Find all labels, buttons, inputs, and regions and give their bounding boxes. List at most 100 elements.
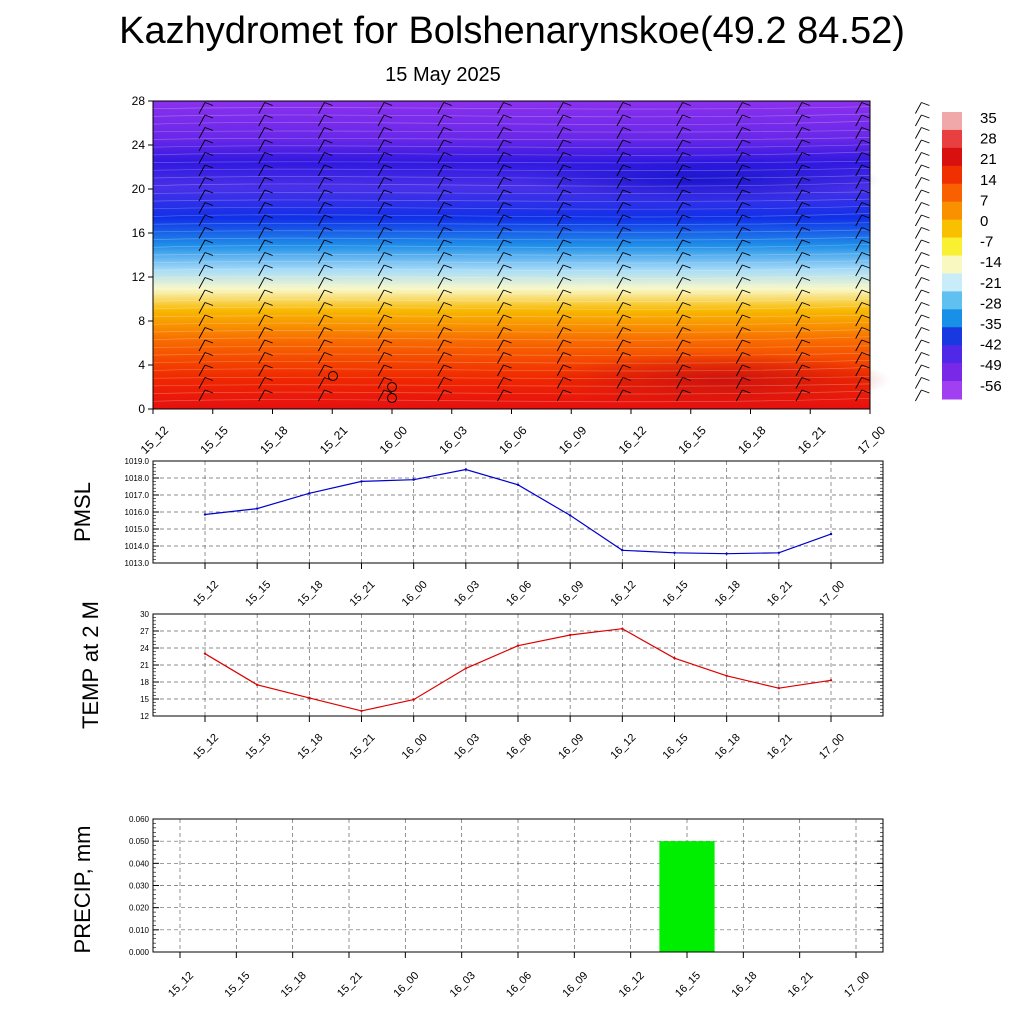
contour-line [152, 367, 871, 372]
x-tick-label: 16_18 [735, 423, 769, 457]
colorbar-swatch [942, 309, 962, 328]
y-tick-label: 24 [140, 644, 149, 653]
wind-barb-flag [682, 164, 691, 169]
wind-barb-flag [563, 302, 572, 306]
wind-barb-flag [622, 139, 632, 144]
wind-barb-flag [682, 227, 691, 231]
wind-barb-flag [622, 327, 632, 331]
wind-barb [497, 214, 504, 227]
x-tick-label: 16_06 [504, 970, 534, 1000]
wind-barb [377, 389, 385, 402]
wind-barb-flag [682, 364, 691, 369]
series-point [360, 709, 363, 713]
wind-barb [556, 214, 564, 227]
wind-barb [437, 377, 445, 389]
wind-barb-flag [204, 152, 214, 156]
wind-barb-flag [921, 252, 930, 256]
wind-barb [855, 164, 863, 177]
wind-barb-flag [503, 189, 512, 194]
wind-barb-flag [324, 339, 333, 344]
contour-line [152, 329, 871, 333]
wind-barb-flag [742, 227, 751, 231]
x-tick-label: 17_00 [817, 579, 847, 609]
wind-barb-flag [682, 202, 691, 206]
wind-barb [676, 289, 683, 302]
wind-barb-flag [204, 164, 214, 169]
colorbar-swatch [942, 345, 962, 364]
x-tick-label: 15_21 [348, 579, 378, 609]
wind-barb [735, 314, 743, 327]
colorbar-swatch [942, 363, 962, 382]
wind-barb [377, 339, 385, 352]
colorbar-swatch [942, 112, 962, 131]
wind-barb-flag [324, 177, 333, 181]
wind-barb-flag [742, 327, 751, 331]
wind-barb-flag [443, 214, 452, 219]
wind-barb-flag [861, 127, 870, 131]
wind-barb [258, 339, 266, 352]
wind-barb-flag [801, 289, 811, 294]
wind-barb [377, 327, 385, 339]
y-tick-label: 4 [138, 358, 145, 372]
y-axis-label: TEMP at 2 M [78, 601, 103, 729]
wind-barb [795, 264, 803, 277]
wind-barb [318, 239, 325, 252]
wind-barb [795, 327, 803, 339]
wind-barb-flag [383, 127, 393, 131]
contour-line [152, 213, 871, 218]
wind-barb [855, 389, 863, 402]
wind-barb [198, 327, 206, 339]
wind-barb [676, 177, 683, 189]
contour-line [152, 236, 871, 241]
wind-barb [497, 164, 504, 177]
wind-barb-flag [264, 114, 273, 119]
wind-barb-flag [742, 164, 751, 169]
wind-barb [556, 102, 564, 114]
wind-barb-flag [921, 352, 930, 356]
wind-barb-flag [622, 202, 632, 206]
wind-barb-flag [682, 152, 691, 156]
wind-barb-flag [921, 152, 930, 156]
wind-barb-flag [383, 177, 393, 181]
wind-barb-flag [383, 289, 393, 294]
wind-barb-flag [264, 289, 273, 294]
contour-line [152, 222, 871, 225]
wind-barb [795, 202, 803, 214]
series-point [203, 513, 207, 516]
series-point [516, 644, 520, 647]
wind-barb [437, 277, 445, 289]
wind-barb-flag [921, 227, 930, 231]
wind-barb-flag [383, 252, 393, 256]
wind-barb-flag [383, 377, 393, 381]
y-axis-label: PMSL [70, 482, 95, 542]
wind-barb [616, 164, 624, 177]
wind-barb [915, 352, 922, 364]
panel-frame [152, 460, 884, 564]
wind-barb-flag [383, 327, 393, 331]
wind-barb [556, 239, 564, 252]
wind-barb [377, 102, 385, 114]
wind-barb [437, 202, 445, 214]
wind-barb-flag [324, 227, 333, 231]
wind-barb [437, 239, 445, 252]
wind-barb-flag [742, 364, 751, 369]
contour-line [152, 253, 871, 256]
contour-line [152, 291, 871, 295]
contour-line [152, 191, 871, 194]
wind-barb [556, 377, 564, 389]
wind-barb-flag [801, 102, 811, 106]
contour-line [152, 352, 871, 356]
wind-barb [616, 189, 624, 202]
series-point [621, 627, 624, 630]
wind-barb-flag [383, 152, 393, 156]
colorbar: 35 28 21 14 7 0 -7 -14 -21 -28 -35 -42 -49 -56 [942, 110, 1002, 400]
wind-barb-flag [443, 327, 452, 331]
wind-barb-flag [622, 289, 632, 294]
wind-barb [676, 377, 683, 389]
wind-barb [915, 152, 922, 164]
wind-barb-flag [682, 314, 691, 319]
wind-barb [735, 202, 743, 214]
wind-barb [258, 252, 266, 264]
wind-barb-flag [921, 139, 930, 144]
colorbar-swatch [942, 129, 962, 149]
